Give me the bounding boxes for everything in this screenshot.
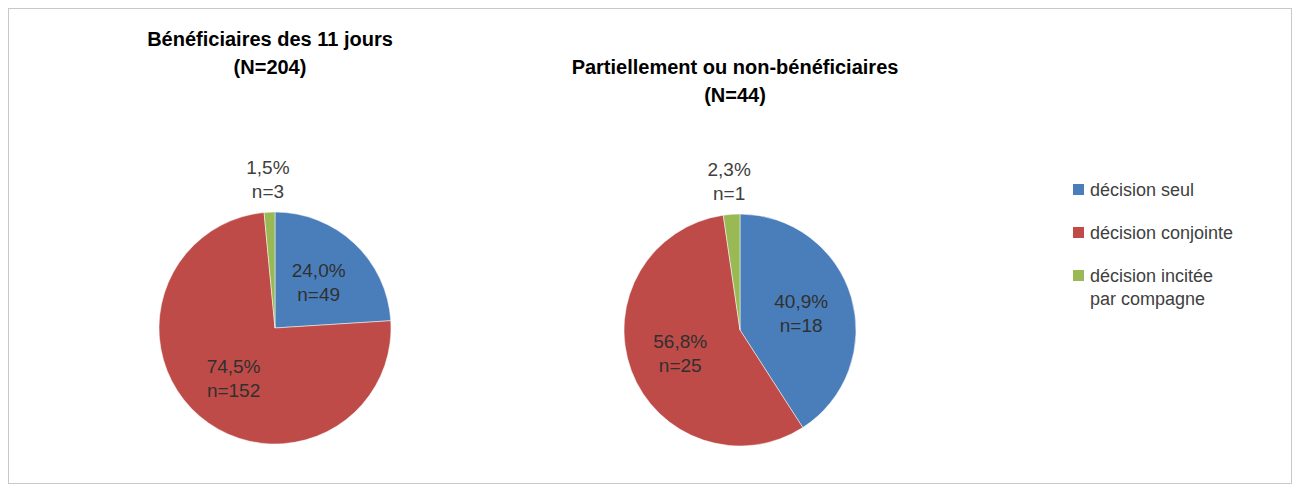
svg-text:1,5%n=3: 1,5%n=3 — [246, 158, 289, 202]
html-text:Bénéficiaires des 11 jours: Bénéficiaires des 11 jours — [147, 28, 393, 50]
html-text:(N=204): (N=204) — [233, 56, 307, 78]
html-text:décision incitée par compagne: décision incitée par compagne — [1090, 266, 1214, 309]
html-text:(N=44): (N=44) — [704, 84, 766, 106]
svg-text:40,9%n=18: 40,9%n=18 — [774, 291, 828, 336]
html-text:décision conjointe: décision conjointe — [1090, 223, 1234, 243]
svg-text:56,8%n=25: 56,8%n=25 — [653, 331, 707, 376]
svg-text:74,5%n=152: 74,5%n=152 — [207, 356, 261, 401]
html-text:décision seul: décision seul — [1090, 180, 1195, 200]
svg-text:24,0%n=49: 24,0%n=49 — [292, 260, 346, 305]
html-text:Partiellement ou non-bénéficia: Partiellement ou non-bénéficiaires — [571, 56, 899, 78]
svg-text:2,3%n=1: 2,3%n=1 — [708, 160, 751, 204]
